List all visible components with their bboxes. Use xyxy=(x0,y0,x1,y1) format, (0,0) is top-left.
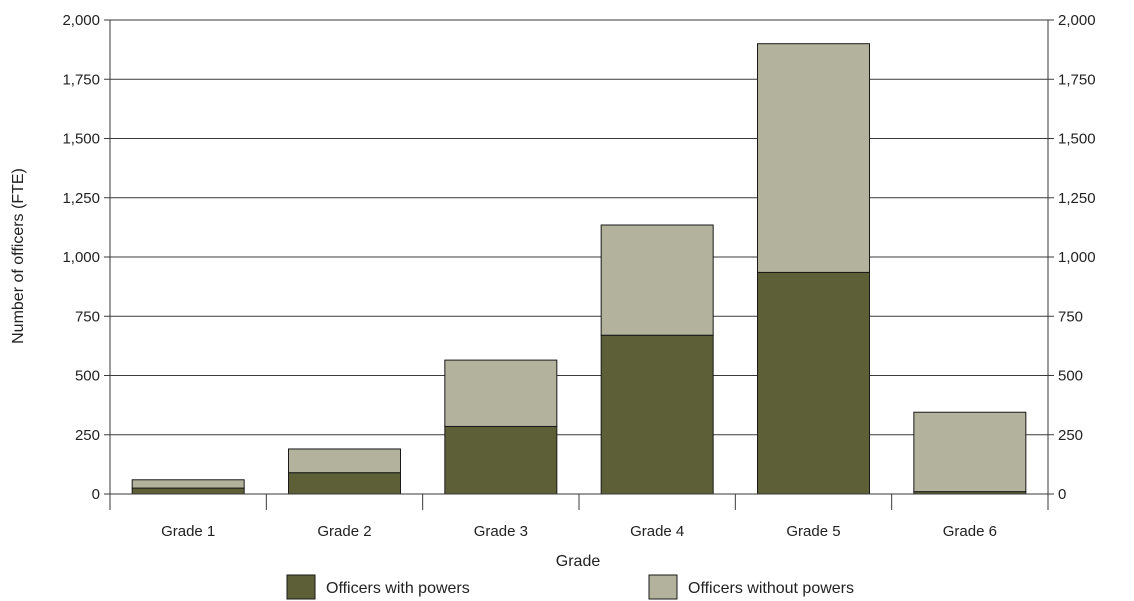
y-tick-label-left: 1,250 xyxy=(62,190,100,207)
y-tick-label-right: 2,000 xyxy=(1058,12,1096,29)
legend-label-with-powers: Officers with powers xyxy=(326,580,470,597)
bar-with-powers-3 xyxy=(444,425,558,495)
bar-with-powers-4 xyxy=(600,334,714,495)
bar-without-powers-5 xyxy=(757,43,870,273)
x-tick-label: Grade 1 xyxy=(161,523,215,540)
x-tick-label: Grade 6 xyxy=(943,523,997,540)
y-tick-label-right: 750 xyxy=(1058,308,1083,325)
y-tick-label-right: 500 xyxy=(1058,368,1083,385)
y-tick-label-right: 0 xyxy=(1058,486,1066,503)
y-tick-label-left: 1,750 xyxy=(62,71,100,88)
legend-swatch-with-powers xyxy=(286,574,316,600)
y-tick-label-right: 1,500 xyxy=(1058,131,1096,148)
y-tick-label-right: 1,750 xyxy=(1058,71,1096,88)
bar-with-powers-5 xyxy=(757,271,870,495)
y-tick-label-right: 1,250 xyxy=(1058,190,1096,207)
y-tick-label-left: 1,000 xyxy=(62,249,100,266)
legend-swatch-without-powers xyxy=(648,574,678,600)
y-tick-label-left: 250 xyxy=(75,427,100,444)
bar-without-powers-1 xyxy=(131,479,245,489)
bar-with-powers-2 xyxy=(288,472,401,495)
y-tick-label-left: 500 xyxy=(75,368,100,385)
y-tick-label-left: 2,000 xyxy=(62,12,100,29)
axes xyxy=(104,19,1054,510)
bar-with-powers-1 xyxy=(131,487,245,495)
y-axis-title: Number of officers (FTE) xyxy=(10,168,27,344)
x-axis-title: Grade xyxy=(556,553,601,570)
tick-labels: 0 0 250 250 500 500 750 750 1,000 1,000 1,250 1,250… xyxy=(62,12,1095,540)
legend-label-without-powers: Officers without powers xyxy=(688,580,854,597)
bars xyxy=(131,43,1027,495)
legend: Officers with powers Officers without pow… xyxy=(286,574,854,600)
y-tick-label-left: 1,500 xyxy=(62,131,100,148)
gridlines xyxy=(110,19,1048,436)
x-tick-label: Grade 2 xyxy=(317,523,371,540)
x-tick-label: Grade 3 xyxy=(474,523,528,540)
bar-without-powers-6 xyxy=(913,411,1027,493)
bar-without-powers-3 xyxy=(444,359,558,427)
x-tick-label: Grade 5 xyxy=(786,523,840,540)
bar-without-powers-2 xyxy=(288,448,401,474)
bar-without-powers-4 xyxy=(600,224,714,336)
x-tick-label: Grade 4 xyxy=(630,523,684,540)
y-tick-label-right: 1,000 xyxy=(1058,249,1096,266)
y-tick-label-left: 0 xyxy=(92,486,100,503)
y-tick-label-right: 250 xyxy=(1058,427,1083,444)
y-tick-label-left: 750 xyxy=(75,308,100,325)
